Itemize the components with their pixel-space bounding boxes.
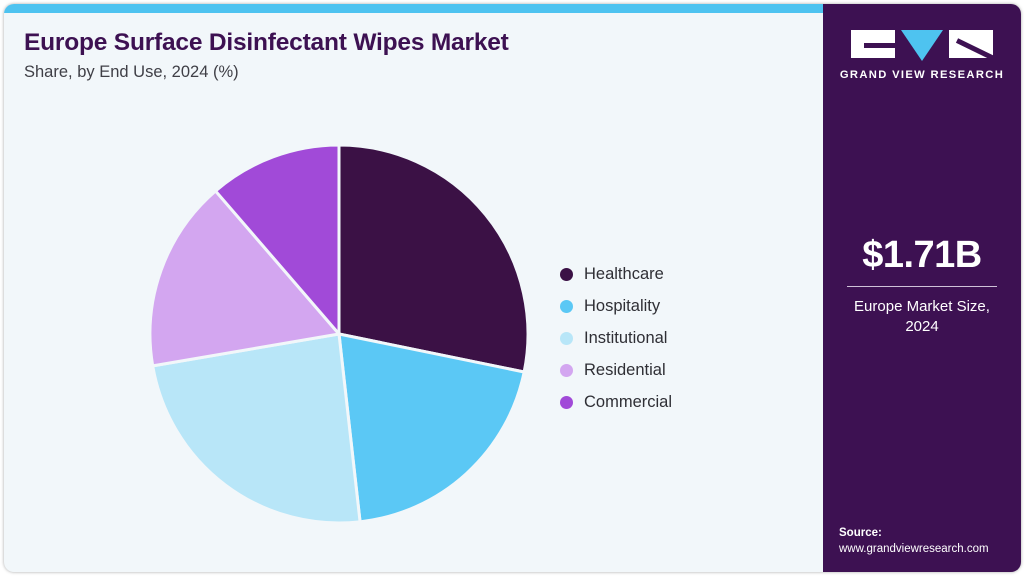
legend-item[interactable]: Institutional: [560, 322, 790, 354]
legend-swatch-icon: [560, 363, 573, 377]
source-label: Source:: [839, 526, 882, 539]
top-accent-bar: [4, 4, 823, 13]
brand-logo: GRAND VIEW RESEARCH: [823, 30, 1021, 81]
page-title: Europe Surface Disinfectant Wipes Market: [24, 29, 509, 56]
legend-swatch-icon: [560, 267, 573, 281]
pie-slice[interactable]: [151, 332, 362, 525]
infographic-card: Europe Surface Disinfectant Wipes Market…: [4, 4, 1021, 572]
logo-letter-g-icon: [851, 30, 895, 58]
source-url[interactable]: www.grandviewresearch.com: [839, 543, 989, 556]
stat-divider: [847, 286, 997, 287]
market-size-stat: $1.71B Europe Market Size, 2024: [823, 236, 1021, 338]
pie-slice[interactable]: [337, 143, 530, 374]
legend-item-label: Institutional: [584, 328, 668, 347]
brand-panel: GRAND VIEW RESEARCH $1.71B Europe Market…: [823, 4, 1021, 572]
legend-item[interactable]: Hospitality: [560, 290, 790, 322]
logo-letter-r-icon: [949, 30, 993, 58]
legend-item[interactable]: Healthcare: [560, 258, 790, 290]
legend-item[interactable]: Commercial: [560, 386, 790, 418]
legend-swatch-icon: [560, 299, 573, 313]
chart-panel: Europe Surface Disinfectant Wipes Market…: [4, 13, 823, 572]
stat-caption: Europe Market Size, 2024: [854, 298, 990, 336]
page-subtitle: Share, by End Use, 2024 (%): [24, 63, 239, 82]
pie-slice[interactable]: [214, 143, 341, 336]
pie-chart-svg: [148, 143, 530, 525]
pie-slice[interactable]: [148, 189, 341, 368]
logo-letter-v-icon: [901, 30, 943, 61]
legend-item-label: Commercial: [584, 392, 673, 411]
legend-item-label: Hospitality: [584, 296, 661, 315]
legend-swatch-icon: [560, 395, 573, 409]
logo-marks: [823, 30, 1021, 61]
source-block: Source: www.grandviewresearch.com: [839, 525, 1017, 558]
pie-chart: [147, 142, 531, 526]
stat-value: $1.71B: [862, 234, 982, 276]
pie-slice[interactable]: [337, 332, 526, 524]
legend-item-label: Residential: [584, 360, 666, 379]
legend-item[interactable]: Residential: [560, 354, 790, 386]
chart-legend: Healthcare Hospitality Institutional Reside…: [560, 258, 790, 418]
legend-item-label: Healthcare: [584, 264, 664, 283]
legend-swatch-icon: [560, 331, 573, 345]
title-block: Europe Surface Disinfectant Wipes Market…: [24, 29, 784, 83]
logo-wordmark: GRAND VIEW RESEARCH: [839, 69, 1005, 81]
pie-slice-group: [148, 143, 530, 525]
